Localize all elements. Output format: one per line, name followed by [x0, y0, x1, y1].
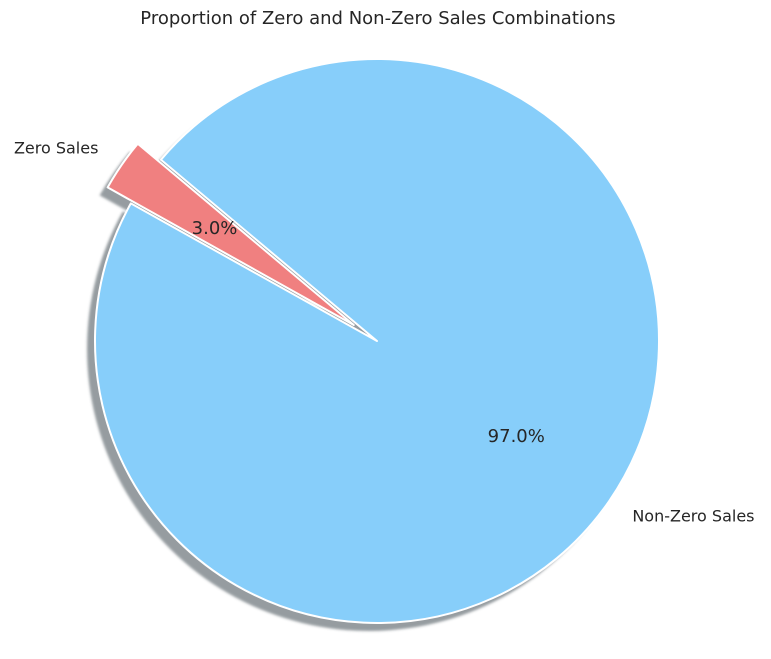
- slice-non-zero-sales: [94, 58, 660, 624]
- pct-label-non-zero-sales: 97.0%: [488, 426, 545, 447]
- slice-label-non-zero-sales: Non-Zero Sales: [632, 507, 754, 526]
- slice-label-zero-sales: Zero Sales: [14, 138, 99, 157]
- pct-label-zero-sales: 3.0%: [192, 218, 238, 239]
- pie-labels: Zero Sales 3.0% Non-Zero Sales 97.0%: [14, 138, 755, 525]
- chart-title: Proportion of Zero and Non-Zero Sales Co…: [140, 8, 615, 29]
- pie-slices: [94, 58, 660, 624]
- slice-zero-sales: [106, 142, 355, 326]
